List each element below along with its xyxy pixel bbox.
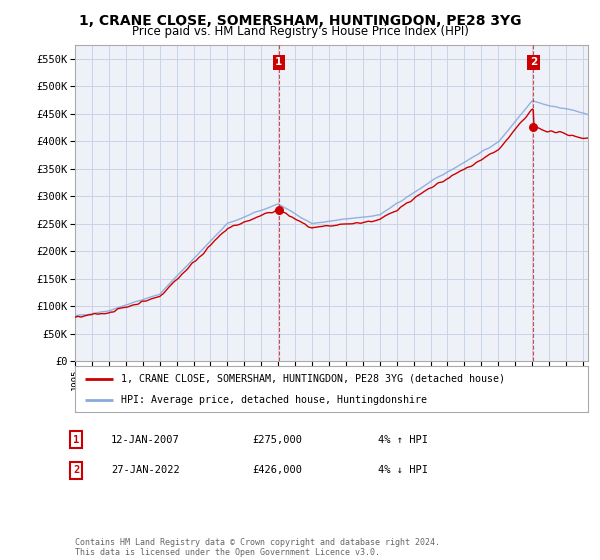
Text: 2: 2 (530, 57, 537, 67)
Text: 4% ↑ HPI: 4% ↑ HPI (378, 435, 428, 445)
Text: 4% ↓ HPI: 4% ↓ HPI (378, 465, 428, 475)
Text: £275,000: £275,000 (252, 435, 302, 445)
Point (274, 206, 284, 214)
Text: 27-JAN-2022: 27-JAN-2022 (111, 465, 180, 475)
Text: HPI: Average price, detached house, Huntingdonshire: HPI: Average price, detached house, Hunt… (121, 395, 427, 405)
Text: 1, CRANE CLOSE, SOMERSHAM, HUNTINGDON, PE28 3YG (detached house): 1, CRANE CLOSE, SOMERSHAM, HUNTINGDON, P… (121, 374, 505, 384)
Text: Contains HM Land Registry data © Crown copyright and database right 2024.
This d: Contains HM Land Registry data © Crown c… (75, 538, 440, 557)
Text: 1, CRANE CLOSE, SOMERSHAM, HUNTINGDON, PE28 3YG: 1, CRANE CLOSE, SOMERSHAM, HUNTINGDON, P… (79, 14, 521, 28)
Text: £426,000: £426,000 (252, 465, 302, 475)
Text: 12-JAN-2007: 12-JAN-2007 (111, 435, 180, 445)
Text: 1: 1 (275, 57, 283, 67)
Text: 1: 1 (73, 435, 79, 445)
Text: 2: 2 (73, 465, 79, 475)
Text: Price paid vs. HM Land Registry's House Price Index (HPI): Price paid vs. HM Land Registry's House … (131, 25, 469, 38)
Point (529, 122, 538, 131)
